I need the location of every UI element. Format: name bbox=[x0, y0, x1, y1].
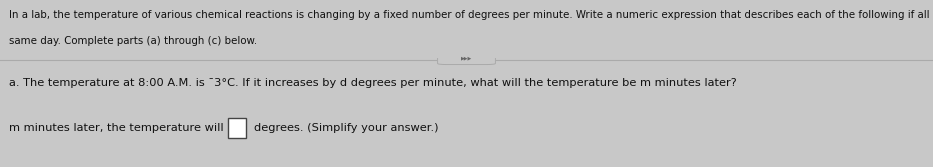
FancyBboxPatch shape bbox=[438, 51, 495, 64]
Bar bbox=[228, 118, 246, 138]
Text: ▶▶▶: ▶▶▶ bbox=[461, 55, 472, 60]
Text: In a lab, the temperature of various chemical reactions is changing by a fixed n: In a lab, the temperature of various che… bbox=[9, 11, 933, 20]
Text: degrees. (Simplify your answer.): degrees. (Simplify your answer.) bbox=[254, 123, 439, 133]
Text: a. The temperature at 8:00 A.M. is ¯3°C. If it increases by d degrees per minute: a. The temperature at 8:00 A.M. is ¯3°C.… bbox=[9, 78, 737, 88]
Text: same day. Complete parts (a) through (c) below.: same day. Complete parts (a) through (c)… bbox=[9, 36, 258, 46]
Text: m minutes later, the temperature will be: m minutes later, the temperature will be bbox=[9, 123, 242, 133]
